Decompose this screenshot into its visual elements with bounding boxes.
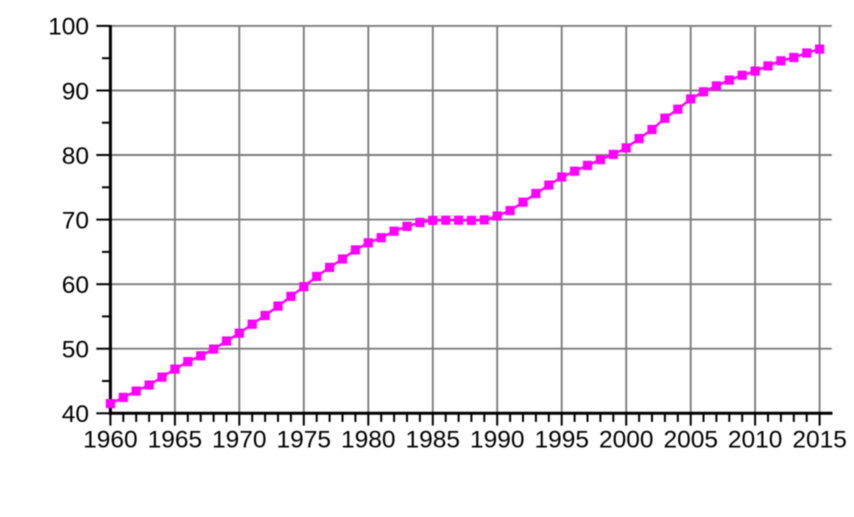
svg-text:2010: 2010 <box>728 427 783 454</box>
svg-text:1985: 1985 <box>406 427 461 454</box>
svg-text:80: 80 <box>62 143 89 170</box>
svg-text:50: 50 <box>62 337 89 364</box>
svg-text:2000: 2000 <box>599 427 654 454</box>
svg-text:70: 70 <box>62 207 89 234</box>
svg-text:2015: 2015 <box>792 427 847 454</box>
svg-text:90: 90 <box>62 78 89 105</box>
svg-text:1995: 1995 <box>534 427 589 454</box>
svg-text:1990: 1990 <box>470 427 525 454</box>
svg-text:1965: 1965 <box>148 427 203 454</box>
svg-text:2005: 2005 <box>663 427 718 454</box>
svg-text:1970: 1970 <box>212 427 267 454</box>
svg-text:100: 100 <box>48 14 89 41</box>
svg-text:1960: 1960 <box>83 427 138 454</box>
svg-text:1980: 1980 <box>341 427 396 454</box>
svg-text:1975: 1975 <box>277 427 332 454</box>
svg-text:60: 60 <box>62 272 89 299</box>
svg-text:40: 40 <box>62 401 89 428</box>
